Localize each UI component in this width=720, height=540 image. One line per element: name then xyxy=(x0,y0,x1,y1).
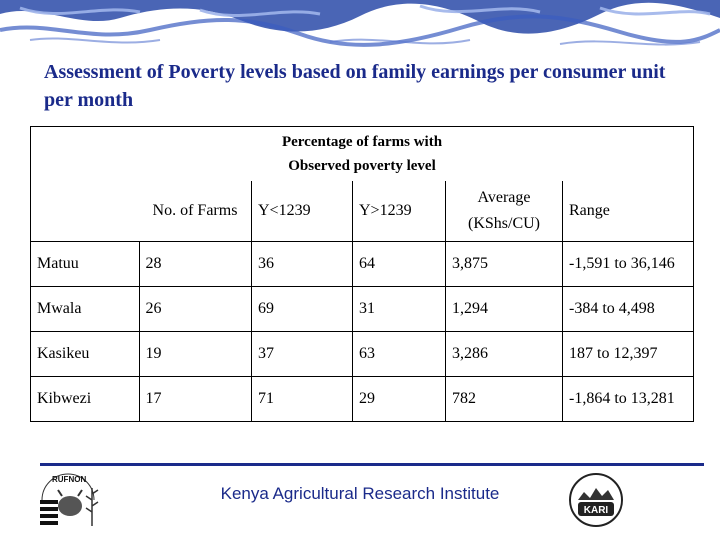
poverty-table: Percentage of farms with Observed povert… xyxy=(30,126,694,422)
cell-farms: 26 xyxy=(138,286,252,332)
table-column-header-row: No. of Farms Y<1239 Y>1239 Average (KShs… xyxy=(30,181,694,242)
cell-y-high: 64 xyxy=(352,241,446,287)
rufnon-logo: RUFNON xyxy=(40,473,99,526)
cell-farms: 19 xyxy=(138,331,252,377)
cell-site: Kibwezi xyxy=(30,376,139,422)
cell-average: 1,294 xyxy=(445,286,563,332)
cell-range: 187 to 12,397 xyxy=(562,331,694,377)
cell-range: -384 to 4,498 xyxy=(562,286,694,332)
cell-y-low: 37 xyxy=(251,331,353,377)
cell-y-high: 63 xyxy=(352,331,446,377)
header-average: Average (KShs/CU) xyxy=(445,181,563,242)
cell-farms: 28 xyxy=(138,241,252,287)
cell-range: -1,591 to 36,146 xyxy=(562,241,694,287)
header-range: Range xyxy=(562,181,694,242)
group-header-line1: Percentage of farms with xyxy=(281,134,443,150)
cell-y-high: 29 xyxy=(352,376,446,422)
group-header-line2: Observed poverty level xyxy=(288,158,436,174)
cell-y-low: 71 xyxy=(251,376,353,422)
table-row: Kibwezi 17 71 29 782 -1,864 to 13,281 xyxy=(30,376,694,422)
table-row: Kasikeu 19 37 63 3,286 187 to 12,397 xyxy=(30,331,694,377)
header-y-low: Y<1239 xyxy=(251,181,353,242)
group-header-cell: Percentage of farms with Observed povert… xyxy=(30,126,694,181)
cell-site: Mwala xyxy=(30,286,139,332)
table-row: Matuu 28 36 64 3,875 -1,591 to 36,146 xyxy=(30,241,694,287)
decorative-banner xyxy=(0,0,720,52)
rufnon-logo-text: RUFNON xyxy=(52,475,86,484)
cell-range: -1,864 to 13,281 xyxy=(562,376,694,422)
cell-site: Kasikeu xyxy=(30,331,139,377)
footer-institute: Kenya Agricultural Research Institute xyxy=(220,484,500,503)
header-y-high: Y>1239 xyxy=(352,181,446,242)
table-row: Mwala 26 69 31 1,294 -384 to 4,498 xyxy=(30,286,694,332)
cell-average: 3,875 xyxy=(445,241,563,287)
cell-average: 782 xyxy=(445,376,563,422)
header-site xyxy=(30,181,139,242)
cell-farms: 17 xyxy=(138,376,252,422)
slide-title: Assessment of Poverty levels based on fa… xyxy=(44,61,666,111)
header-farms: No. of Farms xyxy=(139,181,252,242)
cell-y-low: 36 xyxy=(251,241,353,287)
kari-logo-text: KARI xyxy=(584,505,609,516)
footer-divider xyxy=(40,463,704,466)
cell-average: 3,286 xyxy=(445,331,563,377)
cell-site: Matuu xyxy=(30,241,139,287)
table-group-header-row: Percentage of farms with Observed povert… xyxy=(30,126,694,181)
cell-y-low: 69 xyxy=(251,286,353,332)
kari-logo: KARI xyxy=(569,473,623,527)
cell-y-high: 31 xyxy=(352,286,446,332)
